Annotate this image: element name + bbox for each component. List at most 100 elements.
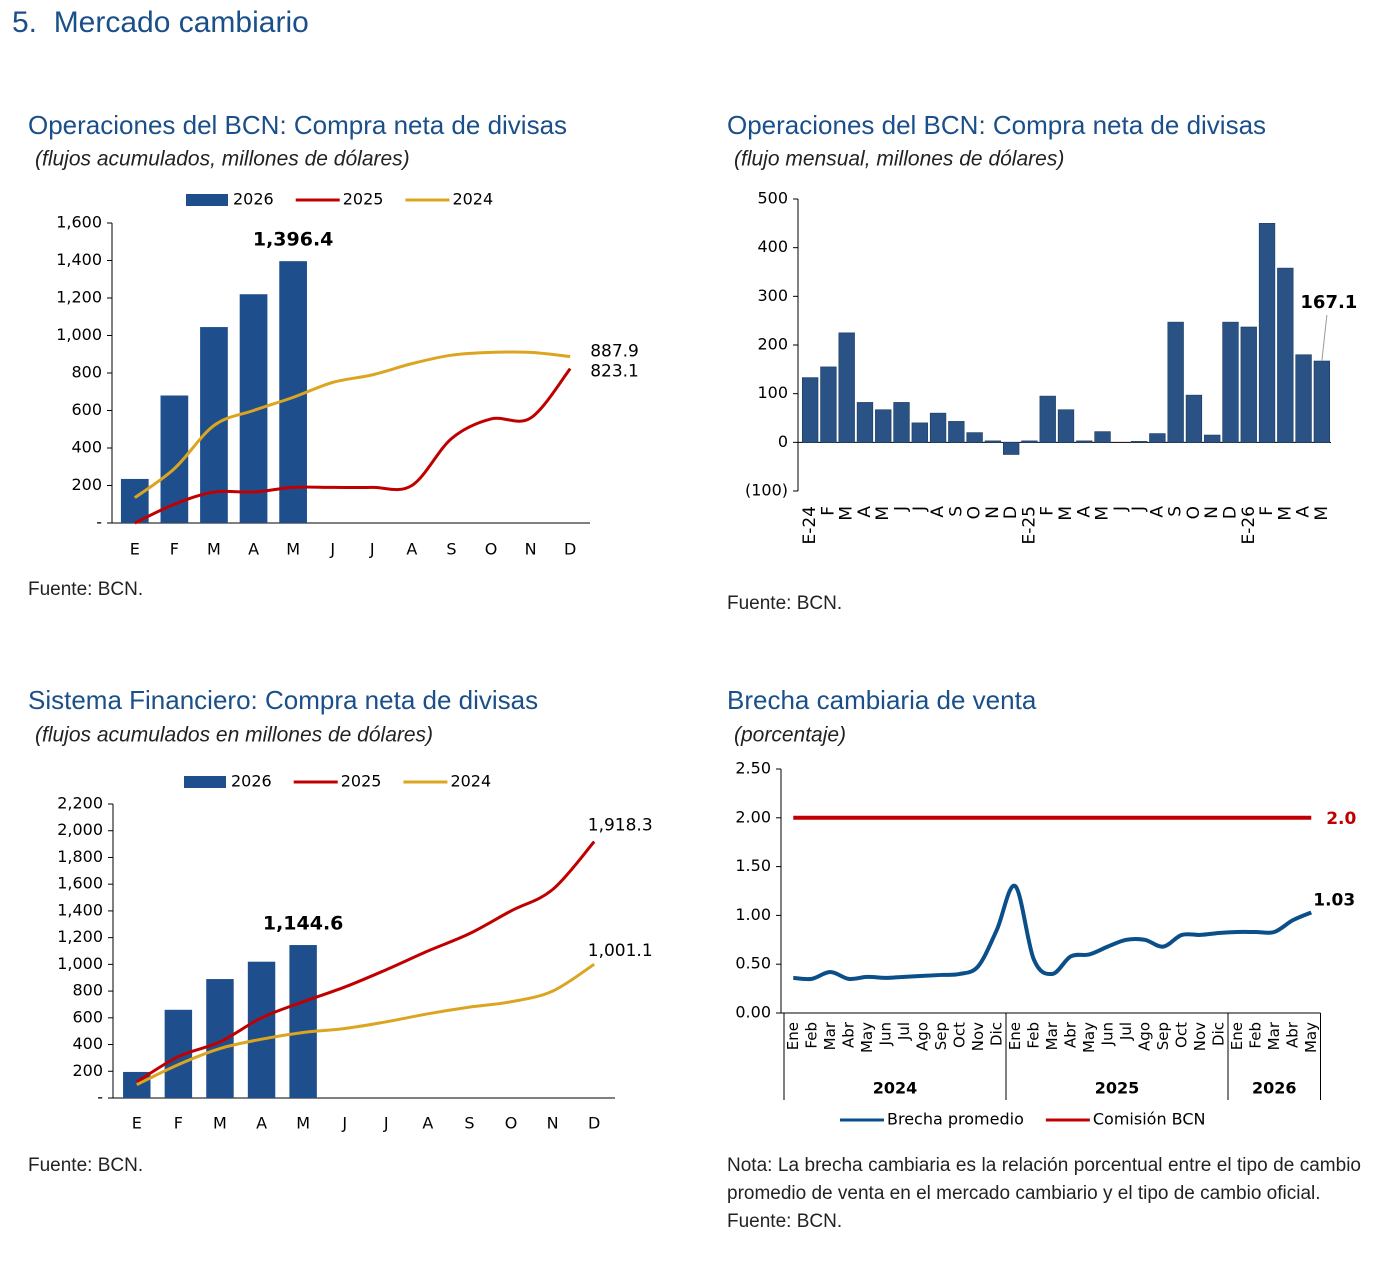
note-block: Nota: La brecha cambiaria es la relación… bbox=[727, 1152, 1361, 1236]
x-tick-label: S bbox=[946, 506, 966, 517]
line bbox=[133, 350, 571, 499]
x-tick-label: J bbox=[329, 540, 335, 559]
y-tick-label: 500 bbox=[757, 189, 788, 208]
source: Fuente: BCN. bbox=[727, 593, 842, 614]
x-tick-label: May bbox=[858, 1022, 876, 1053]
x-tick-label: A bbox=[928, 506, 948, 518]
chart-title: Brecha cambiaria de venta bbox=[727, 685, 1037, 715]
x-tick-label: Mar bbox=[1265, 1021, 1283, 1050]
legend-label: Brecha promedio bbox=[887, 1110, 1024, 1129]
group-label: 2024 bbox=[873, 1079, 918, 1098]
y-tick-label: 400 bbox=[757, 237, 788, 256]
chart-title: Operaciones del BCN: Compra neta de divi… bbox=[28, 110, 567, 140]
y-tick-label: 1.00 bbox=[735, 905, 771, 924]
y-tick-label: 1,800 bbox=[57, 847, 103, 866]
x-tick-label: J bbox=[1129, 506, 1149, 512]
x-tick-label: E bbox=[130, 540, 140, 559]
value-label: 823.1 bbox=[590, 362, 639, 382]
bar bbox=[929, 412, 947, 443]
x-tick-label: M bbox=[286, 540, 300, 559]
bar bbox=[948, 421, 965, 443]
x-tick-label: Sep bbox=[1154, 1022, 1172, 1050]
x-tick-label: D bbox=[564, 540, 576, 559]
source: Fuente: BCN. bbox=[28, 1155, 143, 1176]
x-tick-label: Feb bbox=[1246, 1022, 1264, 1049]
bar bbox=[1185, 394, 1203, 443]
bar bbox=[1149, 433, 1166, 443]
y-tick-label: 800 bbox=[71, 363, 102, 382]
y-tick-label: 300 bbox=[757, 286, 788, 305]
label-leader bbox=[1321, 314, 1328, 362]
x-tick-label: F bbox=[170, 540, 179, 559]
source: Fuente: BCN. bbox=[28, 579, 143, 600]
x-tick-label: E-25 bbox=[1019, 506, 1039, 545]
line bbox=[793, 884, 1313, 982]
bar bbox=[1240, 326, 1257, 443]
y-tick-label: 200 bbox=[757, 335, 788, 354]
bar bbox=[1295, 354, 1312, 443]
bar bbox=[820, 366, 837, 443]
x-tick-label: Abr bbox=[839, 1021, 857, 1048]
bar bbox=[1258, 223, 1276, 443]
bar bbox=[289, 945, 317, 1098]
x-tick-label: M bbox=[1275, 506, 1295, 521]
x-tick-label: J bbox=[1111, 506, 1131, 512]
bar bbox=[1003, 442, 1020, 455]
legend-label: 2026 bbox=[233, 190, 274, 209]
x-tick-label: Mar bbox=[1043, 1021, 1061, 1050]
group-label: 2026 bbox=[1252, 1079, 1297, 1098]
y-tick-label: 800 bbox=[72, 981, 103, 1000]
line bbox=[134, 367, 572, 525]
x-tick-label: J bbox=[892, 506, 912, 512]
chart-title: Sistema Financiero: Compra neta de divis… bbox=[28, 685, 538, 715]
x-tick-label: A bbox=[1294, 506, 1314, 518]
x-tick-label: A bbox=[248, 540, 259, 559]
y-tick-label: 600 bbox=[71, 400, 102, 419]
bar bbox=[966, 432, 983, 443]
y-tick-label: 1,000 bbox=[56, 325, 102, 344]
y-tick-label: 200 bbox=[72, 1061, 103, 1080]
x-tick-label: M bbox=[207, 540, 221, 559]
x-tick-label: Ene bbox=[1228, 1022, 1246, 1050]
y-tick-label: 100 bbox=[757, 383, 788, 402]
y-tick-label: (100) bbox=[745, 481, 788, 500]
bar bbox=[856, 402, 874, 443]
x-tick-label: Sep bbox=[932, 1022, 950, 1050]
legend-label: 2025 bbox=[341, 772, 382, 791]
x-tick-label: Nov bbox=[969, 1022, 987, 1051]
legend-swatch bbox=[184, 776, 226, 788]
value-label: 1,001.1 bbox=[588, 941, 653, 961]
page-title: 5. Mercado cambiario bbox=[12, 6, 309, 39]
x-tick-label: Jun bbox=[1098, 1022, 1116, 1046]
x-tick-label: F bbox=[818, 506, 838, 516]
bar bbox=[1130, 441, 1148, 443]
x-tick-label: Jun bbox=[876, 1022, 894, 1046]
source: Fuente: BCN. bbox=[727, 1211, 843, 1232]
bar bbox=[1039, 395, 1056, 443]
x-tick-label: A bbox=[256, 1114, 267, 1133]
y-tick-label: 2.00 bbox=[735, 807, 771, 826]
x-tick-label: A bbox=[406, 540, 417, 559]
x-tick-label: E-26 bbox=[1239, 506, 1259, 545]
value-label: 2.0 bbox=[1326, 809, 1356, 829]
y-tick-label: - bbox=[96, 513, 102, 532]
x-tick-label: Ene bbox=[1006, 1022, 1024, 1050]
note: Nota: La brecha cambiaria es la relación… bbox=[727, 1155, 1361, 1204]
bar bbox=[1167, 321, 1184, 443]
x-tick-label: Oct bbox=[1172, 1022, 1190, 1048]
x-tick-label: Ene bbox=[784, 1022, 802, 1050]
chart-subtitle: (flujo mensual, millones de dólares) bbox=[734, 148, 1064, 171]
x-tick-label: Feb bbox=[802, 1022, 820, 1049]
x-tick-label: E bbox=[132, 1114, 142, 1133]
x-tick-label: M bbox=[1312, 506, 1332, 521]
bar bbox=[875, 409, 892, 443]
chart-subtitle: (flujos acumulados en millones de dólare… bbox=[35, 724, 433, 747]
x-tick-label: F bbox=[1038, 506, 1058, 516]
bar bbox=[206, 979, 234, 1098]
x-tick-label: Dic bbox=[1209, 1022, 1227, 1046]
x-tick-label: May bbox=[1302, 1022, 1320, 1053]
chart-title: Operaciones del BCN: Compra neta de divi… bbox=[727, 110, 1266, 140]
y-tick-label: 1,400 bbox=[57, 900, 103, 919]
bar bbox=[279, 261, 307, 523]
value-label: 887.9 bbox=[590, 342, 639, 362]
